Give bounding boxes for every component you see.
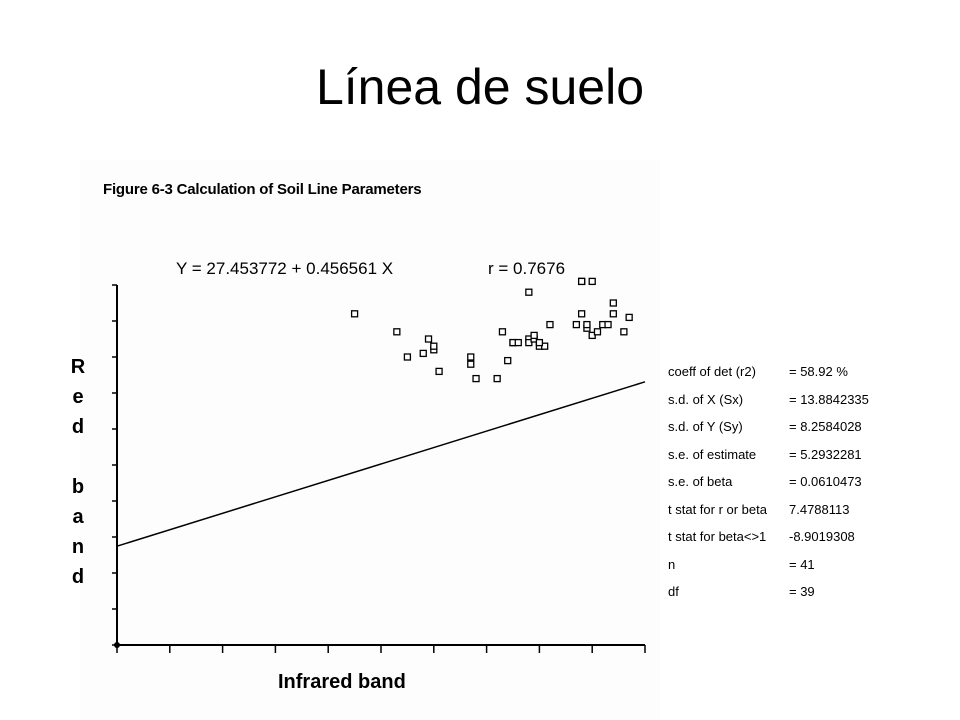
stat-label: n <box>668 556 676 572</box>
data-point <box>350 310 359 318</box>
stat-value: -8.9019308 <box>789 529 855 544</box>
data-point <box>419 349 427 358</box>
data-point <box>546 320 554 329</box>
stat-value: = 0.0610473 <box>789 474 862 489</box>
regression-line <box>116 381 646 547</box>
data-point <box>498 328 507 336</box>
data-point <box>430 342 438 350</box>
regression-equation: Y = 27.453772 + 0.456561 X <box>176 259 394 278</box>
data-point <box>504 356 512 365</box>
data-point <box>577 277 586 286</box>
stat-value: = 5.2932281 <box>789 446 862 462</box>
data-point <box>583 320 591 329</box>
data-point <box>472 374 480 383</box>
stat-value: = 13.8842335 <box>789 391 869 407</box>
figure-caption: Figure 6-3 Calculation of Soil Line Para… <box>103 181 422 198</box>
data-point <box>620 328 628 336</box>
data-point <box>530 331 538 340</box>
figure-panel <box>80 160 660 720</box>
y-axis-label-char: R <box>70 356 86 378</box>
y-axis-label-char: a <box>72 506 84 528</box>
data-point <box>609 299 617 307</box>
regression-line-group <box>116 381 646 547</box>
stat-label: s.e. of estimate <box>668 446 757 462</box>
data-point <box>467 360 475 368</box>
stat-value: = 58.92 % <box>789 364 848 379</box>
correlation-coefficient: r = 0.7676 <box>488 259 566 278</box>
stat-label: s.d. of X (Sx) <box>668 391 744 407</box>
stat-value: = 39 <box>789 584 815 599</box>
stat-value: 7.4788113 <box>789 501 850 517</box>
data-point <box>572 320 581 329</box>
data-point <box>525 288 533 296</box>
slide-title: Línea de suelo <box>315 59 645 115</box>
x-axis-label: Infrared band <box>278 671 406 693</box>
stat-value: = 41 <box>789 556 815 572</box>
data-point <box>493 374 501 383</box>
data-point <box>625 313 633 322</box>
axis-ticks <box>112 284 646 653</box>
data-point <box>403 353 412 361</box>
data-point <box>593 328 602 336</box>
stat-label: df <box>668 584 679 599</box>
y-axis-label-char: b <box>71 476 85 498</box>
stat-value: = 8.2584028 <box>789 419 862 434</box>
stat-label: t stat for beta<>1 <box>668 529 767 544</box>
data-point <box>514 338 522 347</box>
data-point <box>609 310 617 318</box>
y-axis-label-char: e <box>72 386 84 408</box>
data-point <box>535 338 544 347</box>
data-point <box>577 310 586 318</box>
y-axis-label-char: n <box>71 536 85 558</box>
y-axis-label-char: d <box>71 416 85 438</box>
y-axis-label-char: d <box>71 566 85 588</box>
data-point <box>424 335 433 343</box>
data-point <box>604 320 612 329</box>
data-point <box>435 367 443 376</box>
stat-label: s.e. of beta <box>668 474 733 489</box>
stat-label: coeff of det (r2) <box>668 364 756 379</box>
data-points <box>350 277 633 383</box>
data-point <box>393 328 401 336</box>
axes <box>114 285 645 648</box>
stat-label: s.d. of Y (Sy) <box>668 419 743 434</box>
data-point <box>588 277 596 286</box>
data-point <box>467 353 475 361</box>
stat-label: t stat for r or beta <box>668 501 767 517</box>
